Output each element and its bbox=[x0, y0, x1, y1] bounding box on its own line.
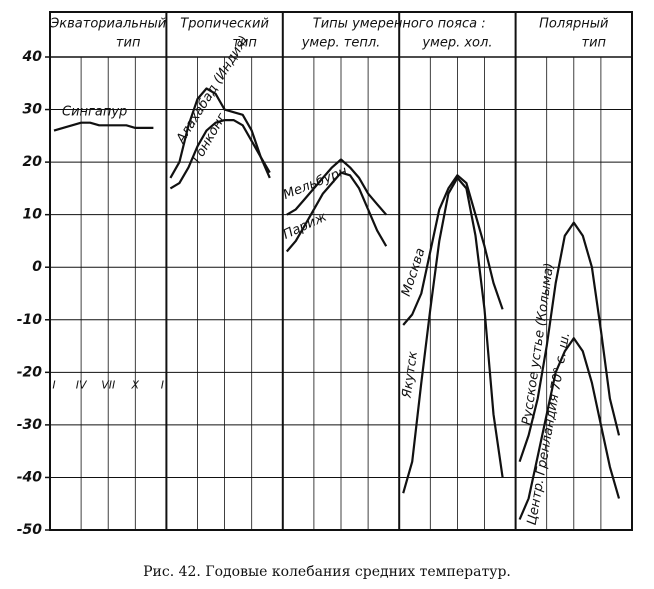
panel-subtitle: умер. хол. bbox=[421, 36, 492, 51]
panel-subtitle: тип bbox=[116, 36, 141, 51]
x-tick-label: IV bbox=[76, 378, 88, 391]
series-label: Сингапур bbox=[62, 105, 127, 120]
y-tick-label: 0 bbox=[32, 259, 42, 275]
series-line bbox=[285, 171, 388, 253]
series-line bbox=[169, 119, 271, 190]
panel-title: Тропический bbox=[180, 17, 269, 32]
series-label: Москва bbox=[399, 246, 429, 298]
group-title: Типы умеренного пояса : bbox=[313, 17, 486, 32]
frame bbox=[49, 11, 633, 531]
panel-subtitle: тип bbox=[582, 36, 607, 51]
y-tick-label: 40 bbox=[22, 49, 43, 65]
series-label: Мельбурн bbox=[281, 164, 350, 203]
y-tick-label: -30 bbox=[17, 417, 43, 433]
panel-subtitle: тип bbox=[232, 36, 257, 51]
series-label: Якутск bbox=[399, 350, 421, 400]
y-tick-label: -20 bbox=[17, 364, 43, 380]
series-line bbox=[53, 121, 154, 132]
panel-subtitle: умер. тепл. bbox=[301, 36, 381, 51]
series-line bbox=[169, 87, 271, 179]
x-tick-label: I bbox=[161, 378, 164, 391]
y-tick-label: -40 bbox=[17, 469, 43, 485]
series-line bbox=[286, 158, 388, 216]
x-tick-label: I bbox=[52, 378, 55, 391]
caption: Рис. 42. Годовые колебания средних темпе… bbox=[143, 564, 511, 580]
y-tick-label: 20 bbox=[23, 154, 43, 170]
y-tick-label: -10 bbox=[17, 312, 43, 328]
series-line bbox=[518, 337, 621, 520]
panel-title: Полярный bbox=[539, 17, 608, 32]
y-tick-label: 10 bbox=[23, 207, 43, 223]
x-tick-label: VII bbox=[101, 378, 115, 391]
x-tick-label: X bbox=[131, 378, 140, 391]
series-line bbox=[402, 174, 504, 326]
panel-title: Экваториальный bbox=[49, 17, 166, 32]
y-tick-label: 30 bbox=[23, 102, 43, 118]
series-line bbox=[402, 176, 504, 494]
y-tick-label: -50 bbox=[17, 522, 43, 538]
series-line bbox=[518, 221, 621, 463]
